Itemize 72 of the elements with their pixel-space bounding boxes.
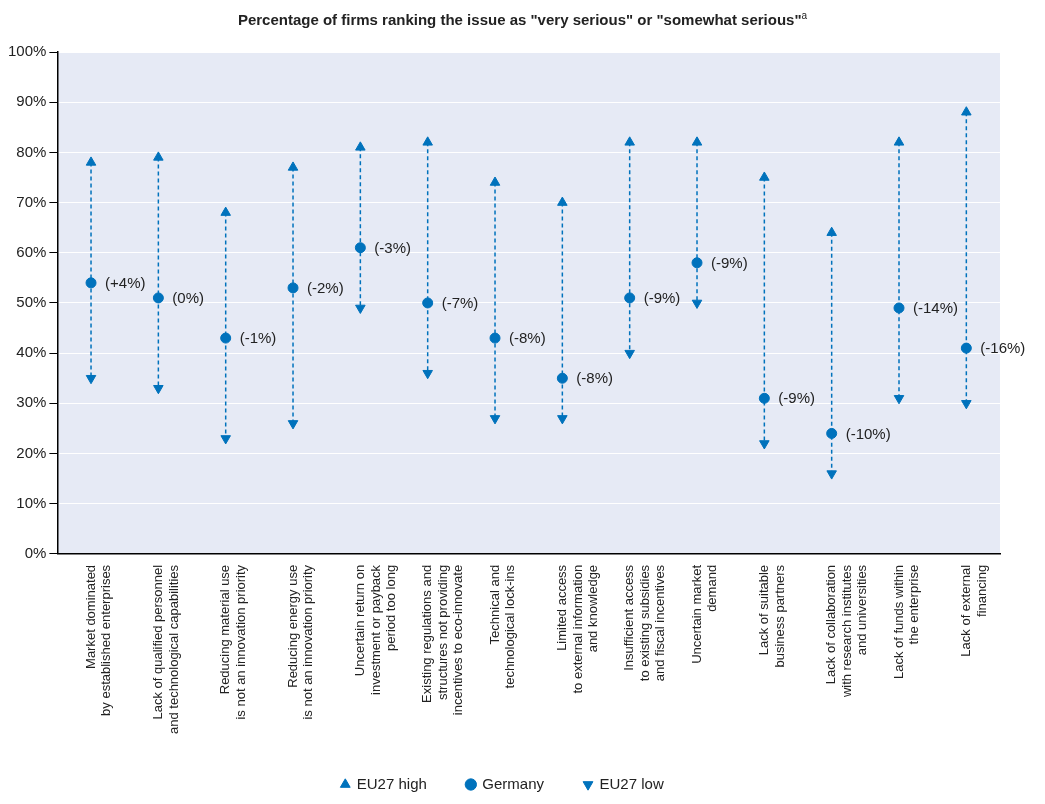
point	[557, 415, 568, 425]
legend-label: EU27 low	[599, 774, 664, 792]
chart-title: Percentage of firms ranking the issue as "very serious" or "somewhat serious"$^{a}$	[236, 10, 809, 30]
point	[759, 440, 770, 450]
point	[355, 141, 366, 151]
annotation: (-3%)	[374, 238, 412, 256]
point	[422, 369, 433, 380]
point	[489, 332, 501, 344]
annotation: (-7%)	[441, 294, 479, 312]
annotation: (-8%)	[576, 369, 614, 387]
point	[826, 226, 837, 236]
point	[354, 242, 366, 254]
annotation: (-9%)	[778, 389, 816, 407]
point	[85, 277, 97, 289]
point	[220, 435, 231, 445]
point	[422, 297, 434, 309]
point	[556, 372, 568, 384]
point	[893, 136, 905, 146]
point	[624, 136, 635, 146]
point	[758, 392, 770, 404]
annotation: (+4%)	[105, 274, 146, 292]
y-tick-label: 20%	[16, 443, 47, 461]
point	[422, 136, 433, 146]
point	[691, 136, 703, 146]
point	[287, 282, 299, 294]
y-tick-label: 50%	[16, 293, 47, 311]
point	[85, 156, 97, 166]
annotation: (-1%)	[239, 329, 277, 347]
y-tick-label: 70%	[16, 192, 47, 210]
point	[826, 427, 838, 439]
point	[153, 151, 164, 161]
point	[489, 415, 501, 425]
point	[826, 470, 837, 480]
point	[152, 292, 164, 304]
point	[355, 304, 366, 314]
legend-label: EU27 high	[356, 774, 427, 792]
annotation: (-14%)	[913, 299, 959, 317]
point	[759, 171, 770, 181]
point	[893, 395, 905, 405]
point	[153, 385, 164, 395]
y-tick-label: 90%	[16, 92, 47, 110]
y-tick-label: 80%	[16, 142, 47, 160]
point	[893, 302, 905, 314]
annotation: (-10%)	[845, 424, 891, 442]
legend-label: Germany	[482, 774, 545, 792]
point	[624, 292, 636, 304]
annotation: (-16%)	[980, 339, 1026, 357]
point	[489, 176, 501, 186]
annotation: (-8%)	[509, 329, 546, 347]
point	[220, 206, 231, 216]
point	[691, 299, 703, 309]
point	[557, 196, 568, 206]
point	[287, 420, 299, 430]
point	[961, 400, 972, 410]
point	[624, 349, 635, 360]
annotation: (0%)	[172, 289, 205, 307]
point	[287, 161, 299, 171]
y-tick-label: 100%	[7, 42, 47, 60]
point	[220, 332, 232, 344]
annotation: (-2%)	[307, 279, 344, 297]
point	[85, 374, 97, 385]
y-tick-label: 0%	[24, 544, 47, 562]
point	[961, 106, 972, 116]
y-tick-label: 40%	[16, 343, 47, 361]
x-tick-label: Market dominated by established enterprises	[82, 564, 114, 716]
point	[960, 342, 972, 354]
point	[691, 257, 703, 269]
y-tick-label: 60%	[16, 242, 47, 260]
annotation: (-9%)	[711, 253, 748, 271]
y-tick-label: 30%	[16, 393, 47, 411]
annotation: (-9%)	[643, 289, 681, 307]
y-tick-label: 10%	[16, 493, 47, 511]
